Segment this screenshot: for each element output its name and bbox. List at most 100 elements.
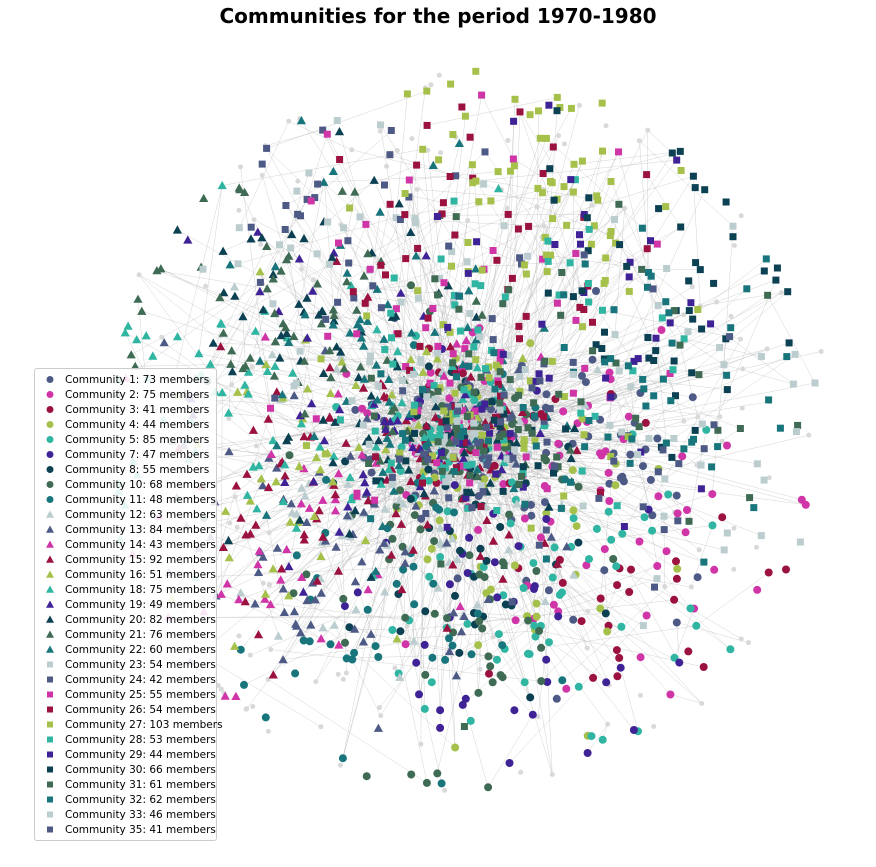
community-18-node bbox=[172, 332, 183, 341]
community-23-node bbox=[234, 260, 242, 268]
community-30-node bbox=[546, 165, 554, 173]
community-27-node bbox=[527, 524, 535, 532]
community-21-node bbox=[472, 472, 483, 481]
community-20-node bbox=[283, 432, 294, 441]
legend-item-community-26: Community 26: 54 members bbox=[35, 702, 216, 717]
community-3-node bbox=[718, 513, 727, 522]
community-31-node bbox=[453, 425, 460, 432]
community-26-node bbox=[394, 330, 402, 338]
community-29-node bbox=[576, 231, 583, 239]
community-27-node bbox=[419, 145, 427, 153]
community-24-node bbox=[381, 181, 388, 189]
community-24-node bbox=[399, 387, 407, 395]
community-30-node bbox=[701, 186, 709, 194]
community-18-node bbox=[418, 472, 428, 481]
community-30-node bbox=[689, 172, 697, 180]
community-23-node bbox=[296, 347, 304, 355]
community-2-node bbox=[657, 326, 666, 334]
legend-marker-triangle bbox=[46, 630, 54, 638]
unassigned-node bbox=[549, 772, 555, 777]
community-32-node bbox=[668, 339, 676, 347]
community-22-node bbox=[383, 299, 393, 309]
unassigned-node bbox=[645, 127, 651, 133]
community-20-node bbox=[302, 293, 312, 302]
unassigned-node bbox=[340, 676, 346, 682]
community-31-node bbox=[714, 426, 722, 434]
community-8-node bbox=[421, 607, 430, 616]
community-23-node bbox=[466, 310, 474, 317]
community-27-node bbox=[494, 168, 502, 176]
community-28-node bbox=[390, 274, 398, 282]
community-13-node bbox=[358, 637, 369, 646]
legend-marker-circle bbox=[46, 376, 54, 383]
community-21-node bbox=[245, 353, 255, 362]
community-16-node bbox=[316, 551, 326, 561]
community-19-node bbox=[334, 527, 344, 536]
unassigned-node bbox=[818, 349, 824, 354]
community-2-node bbox=[358, 404, 367, 413]
community-11-node bbox=[409, 562, 418, 571]
community-27-node bbox=[548, 357, 556, 365]
community-26-node bbox=[349, 288, 357, 296]
community-18-node bbox=[242, 490, 252, 499]
community-7-node bbox=[436, 723, 445, 732]
community-27-node bbox=[435, 156, 443, 164]
community-16-node bbox=[309, 511, 319, 520]
community-24-node bbox=[297, 212, 304, 220]
community-7-node bbox=[463, 569, 472, 577]
community-11-node bbox=[448, 641, 457, 650]
unassigned-node bbox=[250, 704, 256, 709]
community-5-node bbox=[436, 553, 445, 561]
community-25-node bbox=[429, 305, 437, 312]
community-1-node bbox=[588, 355, 597, 364]
legend-item-community-32: Community 32: 62 members bbox=[35, 792, 216, 807]
community-21-node bbox=[130, 361, 140, 370]
community-29-node bbox=[577, 240, 584, 248]
legend-item-community-7: Community 7: 47 members bbox=[35, 447, 216, 462]
community-27-node bbox=[677, 167, 685, 174]
community-24-node bbox=[282, 202, 290, 209]
community-26-node bbox=[406, 366, 414, 374]
community-20-node bbox=[366, 391, 376, 400]
community-29-node bbox=[707, 320, 715, 328]
community-18-node bbox=[141, 331, 151, 340]
unassigned-node bbox=[295, 178, 301, 184]
community-5-node bbox=[598, 735, 607, 744]
legend-item-community-24: Community 24: 42 members bbox=[35, 672, 216, 687]
legend-label: Community 7: 47 members bbox=[65, 448, 210, 461]
community-35-node bbox=[536, 377, 544, 385]
community-11-node bbox=[326, 640, 335, 649]
community-10-node bbox=[285, 451, 294, 460]
community-5-node bbox=[425, 572, 434, 581]
community-23-node bbox=[521, 366, 529, 373]
community-26-node bbox=[497, 392, 504, 400]
community-16-node bbox=[233, 387, 243, 396]
community-1-node bbox=[616, 473, 625, 482]
community-5-node bbox=[686, 604, 695, 613]
community-12-node bbox=[297, 483, 307, 492]
community-29-node bbox=[462, 494, 470, 502]
community-28-node bbox=[388, 334, 395, 342]
community-22-node bbox=[378, 521, 388, 530]
community-35-node bbox=[639, 503, 647, 511]
community-11-node bbox=[392, 579, 401, 588]
community-27-node bbox=[447, 80, 455, 88]
community-4-node bbox=[430, 473, 439, 482]
community-22-node bbox=[270, 261, 280, 271]
community-2-node bbox=[605, 497, 614, 505]
community-33-node bbox=[757, 353, 765, 361]
unassigned-node bbox=[418, 741, 424, 747]
community-21-node bbox=[152, 266, 162, 275]
community-27-node bbox=[570, 160, 578, 168]
community-22-node bbox=[359, 374, 369, 383]
community-21-node bbox=[218, 328, 228, 337]
community-27-node bbox=[403, 90, 411, 98]
unassigned-node bbox=[265, 728, 271, 734]
legend-label: Community 30: 66 members bbox=[65, 763, 216, 776]
community-31-node bbox=[524, 424, 532, 432]
community-35-node bbox=[569, 358, 577, 366]
community-5-node bbox=[612, 562, 621, 571]
community-10-node bbox=[484, 783, 493, 792]
community-16-node bbox=[315, 465, 325, 474]
community-10-node bbox=[537, 677, 546, 686]
